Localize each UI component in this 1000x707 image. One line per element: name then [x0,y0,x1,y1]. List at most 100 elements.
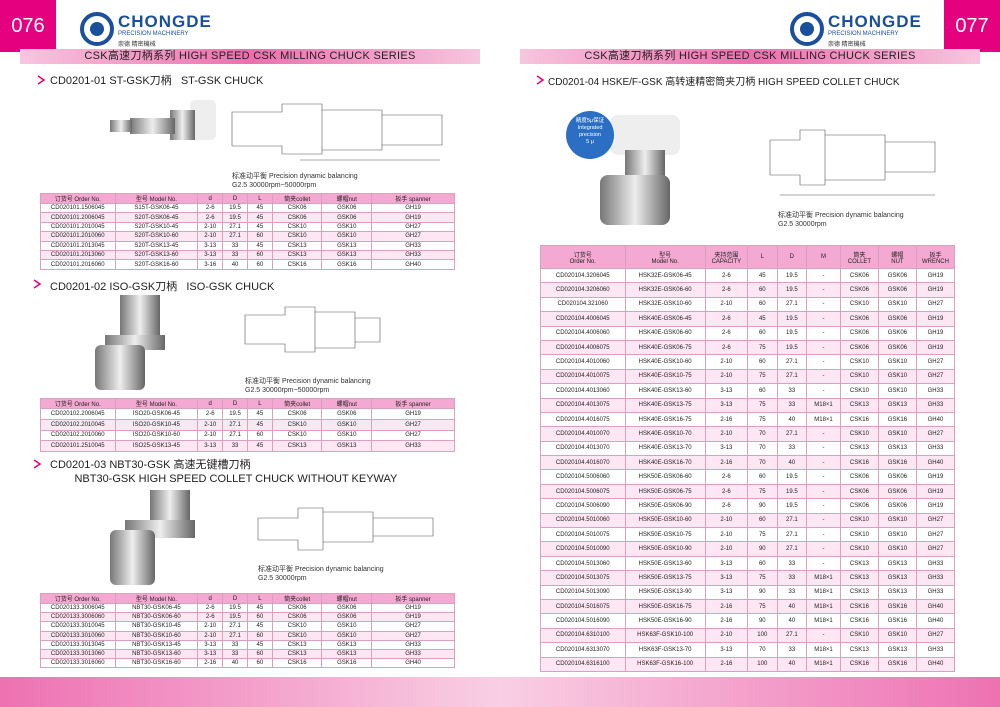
header-cell: 订货号 Order No. [40,398,116,409]
table-cell: 2-16 [704,411,749,428]
table-cell: GSK13 [321,648,373,660]
table-cell: 3-13 [704,555,749,572]
page-number: 076 [0,0,56,52]
table-cell: GSK13 [877,555,917,572]
header-line: COLLET [847,258,872,265]
table-cell: 45 [747,267,778,284]
table-cell: CD020104.4016075 [540,411,626,428]
table-cell: HSK40E-GSK10-70 [624,426,706,442]
table-cell: 27.1 [776,354,808,370]
table-cell: CD020102.2006045 [40,408,116,420]
table-cell: GSK13 [877,584,917,600]
table-cell: GH19 [371,612,455,623]
table-cell: GH19 [915,267,956,284]
table-cell: GH27 [915,627,956,644]
badge-line: 5 μ [586,139,594,145]
table-cell: CSK13 [271,440,323,453]
table-cell: 27.1 [222,429,248,442]
table-cell: HSK32E-GSK06-45 [624,267,706,284]
table-cell: 90 [747,498,778,514]
note-line: G2.5 30000rpm [778,221,827,228]
table-cell: M18×1 [806,656,841,672]
table-cell: 2-16 [704,613,749,629]
header-row: 订货号 Order No. 型号 Model No. d D L 筒夹collet 螺帽nu… [40,398,455,409]
table-cell: GSK10 [877,354,917,370]
table-cell: 70 [747,642,778,658]
table-cell: 3-13 [704,397,749,413]
header-cell: d [197,398,224,409]
table-cell: 45 [246,202,273,214]
table-cell: CSK10 [839,296,879,313]
table-cell: 75 [747,397,778,413]
table-cell: M18×1 [806,397,841,413]
table-cell: 2-6 [197,612,224,623]
table-cell: GH27 [371,221,455,233]
badge-text: 精度5μ保证 Integrated precision 5 μ [570,118,610,146]
table-cell: 19.5 [776,311,808,327]
table-cell: GSK06 [321,602,373,614]
table-cell: GH33 [915,555,956,572]
table-cell: GSK13 [877,397,917,413]
table-cell: CD020104.5013090 [540,584,626,600]
table-row: CD020102.2010060 ISO20-GSK10-60 2-10 27.1 60… [40,429,455,442]
header-cell: D [776,245,808,269]
brand-subtitle: PRECISION MACHINERY [118,31,189,37]
table-cell: - [806,627,841,644]
table-cell: CD020104.5006075 [540,483,626,500]
table-cell: 70 [747,440,778,457]
table-row: CD020101.2010060 S20T-GSK10-60 2-10 27.1 60 C… [40,231,455,242]
table-cell: 75 [747,483,778,500]
table-cell: GSK06 [321,612,373,623]
header-cell: 螺帽nut [321,193,373,204]
table-cell: 33 [222,440,248,453]
table-cell: HSK50E-GSK10-90 [624,541,706,557]
note-line: 标准动平衡 Precision dynamic balancing [245,378,371,385]
table-cell: GH19 [915,339,956,356]
table-cell: HSK50E-GSK10-75 [624,527,706,543]
header-cell: 扳手 WRENCH [915,245,956,269]
header-cell: 筒夹collet [271,193,323,204]
header-row: 订货号 Order No. 型号 Model No. d D L 筒夹collet 螺帽nu… [40,193,455,204]
table-row: CD020133.3013060 NBT30-GSK13-60 3-13 33 60 CS… [40,648,455,660]
spec-table: 订货号 Order No. 型号 Model No. 夹持范围 CAPACITY L D M 筒夹… [540,245,956,672]
header-cell: D [222,398,248,409]
table-cell: 60 [747,325,778,341]
table-cell: 3-13 [197,240,224,251]
table-cell: CSK16 [839,656,879,672]
table-cell: HSK40E-GSK13-70 [624,440,706,457]
table-cell: - [806,296,841,313]
table-cell: ISO20-GSK10-60 [114,429,199,442]
table-row: CD020133.3016060 NBT30-GSK16-60 2-16 40 60 CS… [40,658,455,669]
spec-table: 订货号 Order No. 型号 Model No. d D L 筒夹collet 螺帽nu… [40,193,455,270]
table-cell: 2-6 [704,469,749,485]
table-cell: CSK16 [839,411,879,428]
table-cell: 2-6 [704,498,749,514]
header-cell: L [246,398,273,409]
table-cell: GSK06 [877,339,917,356]
table-cell: 3-13 [704,440,749,457]
table-cell: CD020101.1506045 [40,202,116,214]
table-cell: NBT30-GSK10-60 [114,630,199,641]
table-cell: CSK13 [839,555,879,572]
table-cell: CSK06 [271,602,323,614]
section-title: CD0201-03 NBT30-GSK 高速无键槽刀柄 NBT30-GSK HI… [50,459,398,485]
table-row: CD020104.4013070 HSK40E-GSK13-70 3-13 70 33-… [540,440,956,457]
table-cell: NBT30-GSK10-45 [114,621,199,632]
table-cell: 33 [776,383,808,399]
table-cell: 2-10 [704,296,749,313]
table-cell: GH40 [915,613,956,629]
table-cell: CD020104.6313070 [540,642,626,658]
table-cell: GSK06 [877,469,917,485]
table-row: CD020104.6313070 HSK63F-GSK13-70 3-13 70 33 M… [540,642,956,658]
table-cell: - [806,541,841,557]
table-cell: GSK16 [321,259,373,270]
table-cell: HSK40E-GSK06-75 [624,339,706,356]
table-cell: 3-13 [704,584,749,600]
table-cell: S20T-GSK13-60 [114,249,199,261]
table-cell: GSK10 [321,231,373,242]
header-line: 扳手 [929,252,942,259]
illustrations [33,75,936,585]
table-cell: CSK10 [839,368,879,385]
table-cell: 3-13 [704,570,749,586]
